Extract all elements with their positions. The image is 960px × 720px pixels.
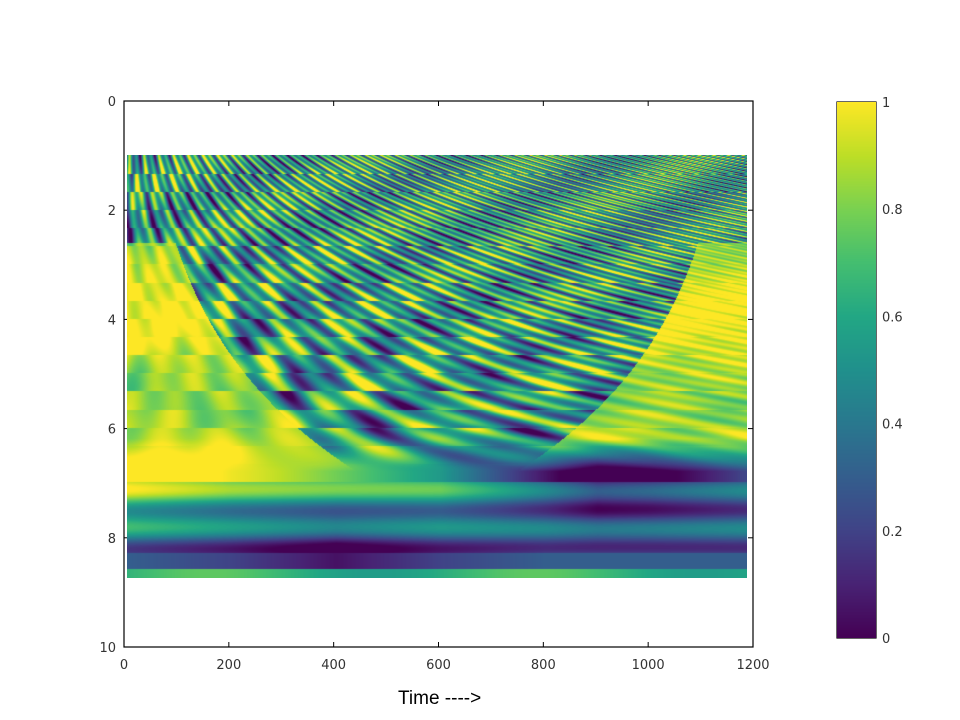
y-tick-label: 4 <box>108 313 116 328</box>
x-tick-label: 200 <box>216 658 241 673</box>
colorbar-gradient <box>837 102 876 638</box>
plot-axes: 0 200 400 600 800 1000 1200 0 2 4 6 8 10 <box>99 95 769 673</box>
x-tick-label: 1000 <box>632 658 665 673</box>
x-tick-label: 0 <box>120 658 128 673</box>
colorbar-tick-label: 1 <box>882 96 890 111</box>
y-tick-label: 6 <box>108 423 116 438</box>
colorbar-tick-label: 0 <box>882 632 890 647</box>
y-tick-label: 0 <box>108 95 116 110</box>
x-tick-label: 400 <box>321 658 346 673</box>
colorbar-tick-label: 0.6 <box>882 310 903 325</box>
x-tick-label: 600 <box>426 658 451 673</box>
colorbar-tick-label: 0.2 <box>882 525 903 540</box>
x-tick-label: 800 <box>531 658 556 673</box>
heatmap-image <box>127 155 747 578</box>
y-tick-label: 10 <box>99 641 116 656</box>
x-tick-label: 1200 <box>736 658 769 673</box>
x-axis-label: Time ----> <box>398 688 482 709</box>
colorbar-tick-label: 0.8 <box>882 203 903 218</box>
colorbar-tick-label: 0.4 <box>882 418 903 433</box>
y-tick-label: 2 <box>108 204 116 219</box>
y-tick-label: 8 <box>108 532 116 547</box>
